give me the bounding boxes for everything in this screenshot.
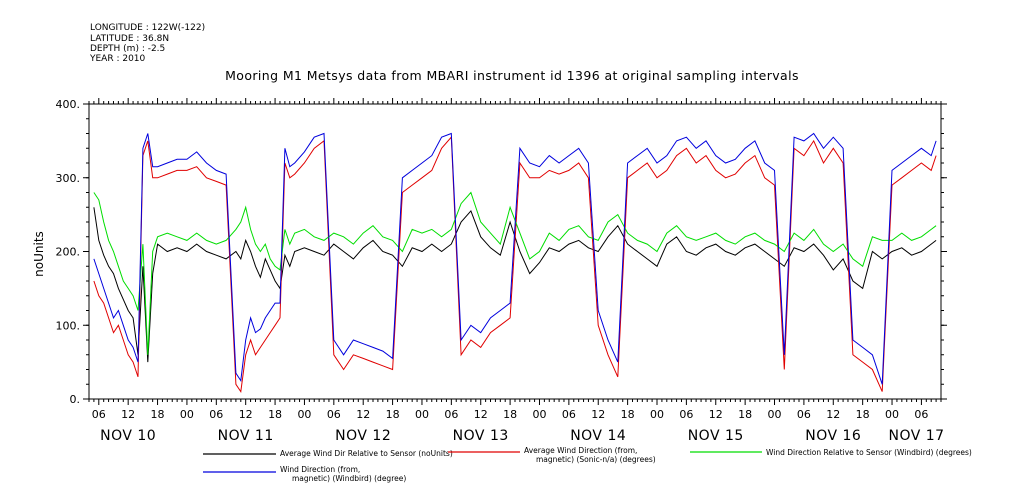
latitude-text: LATITUDE : 36.8N bbox=[90, 34, 169, 44]
x-tick-label: 12 bbox=[709, 408, 723, 421]
x-tick-label: 12 bbox=[121, 408, 135, 421]
y-tick-label: 200. bbox=[56, 246, 81, 259]
chart-title: Mooring M1 Metsys data from MBARI instru… bbox=[225, 68, 799, 83]
x-tick-label: 18 bbox=[503, 408, 517, 421]
series-line-2 bbox=[93, 135, 937, 393]
x-tick-label: 18 bbox=[621, 408, 635, 421]
y-tick-label: 400. bbox=[56, 98, 81, 111]
y-tick-label: 300. bbox=[56, 172, 81, 185]
x-tick-label: 06 bbox=[914, 408, 928, 421]
depth-text: DEPTH (m) : -2.5 bbox=[90, 44, 165, 54]
x-tick-label: 12 bbox=[356, 408, 370, 421]
x-tick-label: 00 bbox=[415, 408, 429, 421]
x-tick-label: 18 bbox=[738, 408, 752, 421]
legend: Average Wind Dir Relative to Sensor (noU… bbox=[203, 446, 972, 483]
x-tick-label: 00 bbox=[650, 408, 664, 421]
x-tick-label: 06 bbox=[444, 408, 458, 421]
day-label: NOV 10 bbox=[100, 428, 156, 444]
x-tick-label: 18 bbox=[268, 408, 282, 421]
y-axis-label: noUnits bbox=[32, 231, 46, 277]
x-tick-label: 18 bbox=[856, 408, 870, 421]
x-tick-label: 18 bbox=[151, 408, 165, 421]
x-tick-label: 00 bbox=[885, 408, 899, 421]
x-tick-label: 00 bbox=[297, 408, 311, 421]
day-label: NOV 15 bbox=[688, 428, 744, 444]
x-tick-label: 12 bbox=[239, 408, 253, 421]
x-tick-label: 06 bbox=[797, 408, 811, 421]
day-label: NOV 12 bbox=[335, 428, 391, 444]
day-label: NOV 16 bbox=[805, 428, 861, 444]
x-tick-label: 12 bbox=[474, 408, 488, 421]
x-tick-label: 06 bbox=[92, 408, 106, 421]
legend-label-2: Average Wind Direction (from, magnetic) (… bbox=[524, 446, 656, 464]
day-label: NOV 17 bbox=[888, 428, 944, 444]
day-label: NOV 14 bbox=[570, 428, 626, 444]
x-tick-label: 12 bbox=[826, 408, 840, 421]
longitude-text: LONGITUDE : 122W(-122) bbox=[90, 23, 205, 33]
plot-lines bbox=[93, 132, 937, 393]
y-tick-label: 100. bbox=[56, 319, 81, 332]
day-label: NOV 13 bbox=[453, 428, 509, 444]
x-axis: 06 12 18 00 06 12 18 00 06 12 18 00 06 12 18 00 06 12 18 00… bbox=[88, 98, 942, 421]
x-tick-label: 00 bbox=[180, 408, 194, 421]
x-tick-label: 00 bbox=[532, 408, 546, 421]
legend-label-1: Average Wind Dir Relative to Sensor (noU… bbox=[280, 449, 453, 458]
day-label: NOV 11 bbox=[218, 428, 274, 444]
day-labels: NOV 10 NOV 11 NOV 12 NOV 13 NOV 14 NOV 15 NOV … bbox=[100, 428, 944, 444]
x-tick-label: 18 bbox=[386, 408, 400, 421]
x-tick-label: 12 bbox=[591, 408, 605, 421]
x-tick-label: 06 bbox=[679, 408, 693, 421]
legend-label-3: Wind Direction Relative to Sensor (Windb… bbox=[766, 448, 972, 457]
x-tick-label: 00 bbox=[768, 408, 782, 421]
series-line-3 bbox=[93, 191, 937, 355]
series-line-4 bbox=[93, 132, 937, 385]
y-axis: 0. 100. 200. 300. 400. bbox=[56, 98, 947, 406]
metadata-block: LONGITUDE : 122W(-122) LATITUDE : 36.8N … bbox=[89, 23, 205, 64]
x-tick-label: 06 bbox=[327, 408, 341, 421]
legend-label-4: Wind Direction (from, magnetic) (Windbird… bbox=[280, 465, 406, 483]
y-tick-label: 0. bbox=[70, 393, 81, 406]
x-tick-label: 06 bbox=[209, 408, 223, 421]
plot-frame bbox=[88, 103, 942, 400]
x-tick-label: 06 bbox=[562, 408, 576, 421]
year-text: YEAR : 2010 bbox=[89, 54, 146, 64]
